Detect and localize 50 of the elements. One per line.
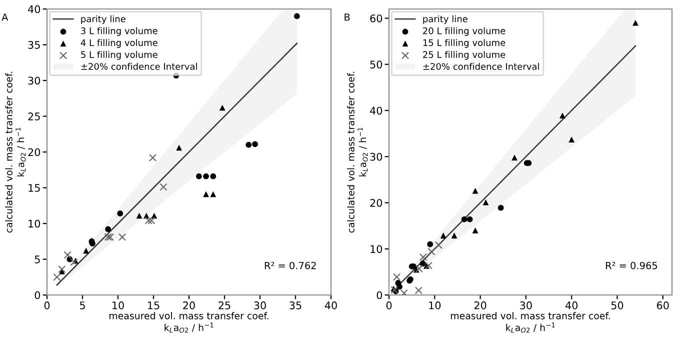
x-axis-title: measured vol. mass transfer coef. k$_{L}$a$_{O2}$ / h$^{−1}$ [109,312,268,333]
x-tick-label: 50 [611,301,624,310]
y-tick-label: 0 [376,291,382,300]
legend-label: 3 L filling volume [81,27,158,36]
y-tick-label: 25 [28,112,40,120]
y-tick-label: 20 [370,198,382,207]
x-tick-label: 30 [520,301,532,310]
y-tick-label: 35 [28,40,40,49]
legend-label: 5 L filling volume [81,51,158,60]
x-tick-label: 20 [474,301,486,310]
x-tick-label: 10 [112,301,124,310]
y-axis-title: calculated vol. mass transfer coef. k$_{L}$a$_{O2}$ / h$^{−1}$ [347,72,368,233]
y-tick-label: 10 [370,245,382,253]
legend-label: 15 L filling volume [423,39,506,48]
x-tick-label: 20 [183,301,195,310]
annotation: R² = 0.965 [606,262,657,270]
x-tick-label: 25 [218,301,230,310]
legend-label: parity line [423,15,468,24]
x-tick-label: 30 [254,301,266,310]
x-axis-title: measured vol. mass transfer coef. k$_{L}$a$_{O2}$ / h$^{−1}$ [450,312,610,333]
x-tick-label: 40 [324,301,337,310]
y-tick-label: 5 [34,256,40,264]
y-tick-label: 0 [34,291,40,300]
x-tick-label: 15 [148,302,160,310]
legend-label: ±20% confidence Interval [81,62,197,70]
y-tick-label: 50 [370,60,382,68]
x-tick-label: 0 [44,301,50,310]
y-tick-label: 20 [28,148,40,156]
legend-label: parity line [81,15,126,24]
legend-label: 20 L filling volume [423,27,506,36]
text: B [344,14,350,21]
y-tick-label: 40 [28,5,40,14]
y-tick-label: 10 [28,220,40,228]
y-tick-label: 60 [370,14,382,22]
x-tick-label: 0 [386,301,392,310]
legend-label: 25 L filling volume [423,51,506,60]
x-tick-label: 10 [429,301,441,310]
y-axis-title: calculated vol. mass transfer coef. k$_{L}$a$_{O2}$ / h$^{−1}$ [5,72,26,233]
y-tick-label: 30 [28,76,40,85]
y-tick-label: 30 [370,152,382,161]
legend-label: 4 L filling volume [80,39,158,48]
x-tick-label: 5 [80,302,85,310]
y-tick-label: 15 [28,184,40,192]
text: A [2,14,8,21]
x-tick-label: 60 [656,301,669,310]
legend-label: ±20% confidence Interval [423,62,539,70]
annotation: R² = 0.762 [264,262,316,270]
x-tick-label: 40 [565,301,578,310]
y-tick-label: 40 [370,106,382,115]
x-tick-label: 35 [290,301,302,310]
